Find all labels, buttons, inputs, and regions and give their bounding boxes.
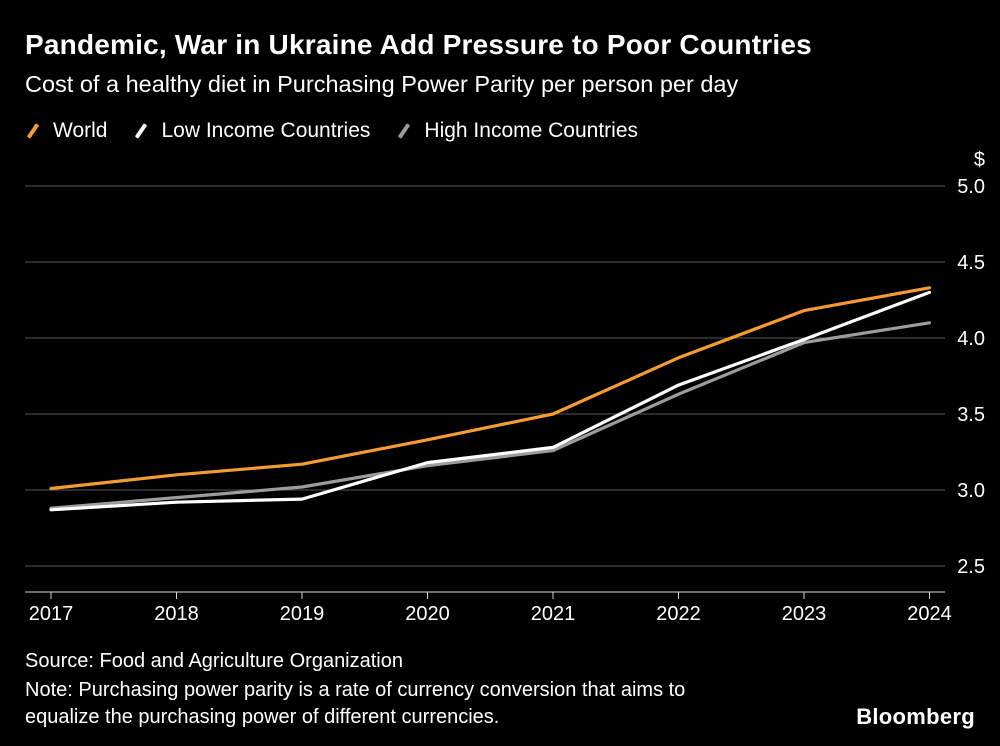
x-axis-tick-label: 2024 <box>907 603 952 625</box>
x-axis-tick-label: 2021 <box>531 603 576 625</box>
x-axis-tick-label: 2023 <box>782 603 827 625</box>
x-axis-tick-label: 2020 <box>405 603 450 625</box>
x-axis-tick-label: 2018 <box>154 603 199 625</box>
y-axis-tick-label: 3.0 <box>957 480 985 502</box>
y-axis-unit-label: $ <box>974 149 985 171</box>
line-chart-plot: 5.0 4.5 4.0 3.5 3.0 2.5 $2017 2018 2019 2020 2021 2… <box>25 149 985 625</box>
legend-label-low-income: Low Income Countries <box>161 119 371 142</box>
y-axis-tick-label: 3.5 <box>957 404 985 426</box>
x-axis-tick-label: 2017 <box>29 603 74 625</box>
note-line-2: equalize the purchasing power of differe… <box>25 706 500 728</box>
world-line-swatch-icon <box>26 123 40 139</box>
x-axis-tick-label: 2022 <box>656 603 701 625</box>
low-income-line-swatch-icon <box>135 123 148 139</box>
series-line-high-income-countries <box>49 321 932 510</box>
x-axis-tick-label: 2019 <box>280 603 325 625</box>
bloomberg-logo: Bloomberg <box>856 704 975 729</box>
y-axis-tick-label: 4.0 <box>957 328 985 350</box>
y-axis-tick-label: 5.0 <box>957 176 985 198</box>
legend-label-high-income: High Income Countries <box>424 119 639 142</box>
y-axis-tick-label: 2.5 <box>957 556 985 578</box>
high-income-line-swatch-icon <box>398 123 411 139</box>
legend: World Low Income Countries High Income C… <box>25 119 638 143</box>
series-line-world <box>49 286 932 491</box>
note-text: Note: Purchasing power parity is a rate … <box>25 677 685 731</box>
legend-item-world: World <box>25 119 107 143</box>
legend-item-low-income: Low Income Countries <box>133 119 370 143</box>
legend-label-world: World <box>53 119 108 142</box>
series-line-low-income-countries <box>49 290 932 512</box>
note-line-1: Note: Purchasing power parity is a rate … <box>25 679 686 701</box>
legend-item-high-income: High Income Countries <box>396 119 638 143</box>
source-text: Source: Food and Agriculture Organizatio… <box>25 650 403 672</box>
chart-title: Pandemic, War in Ukraine Add Pressure to… <box>25 29 812 60</box>
chart-subtitle: Cost of a healthy diet in Purchasing Pow… <box>25 71 739 97</box>
y-axis-tick-label: 4.5 <box>957 252 985 274</box>
